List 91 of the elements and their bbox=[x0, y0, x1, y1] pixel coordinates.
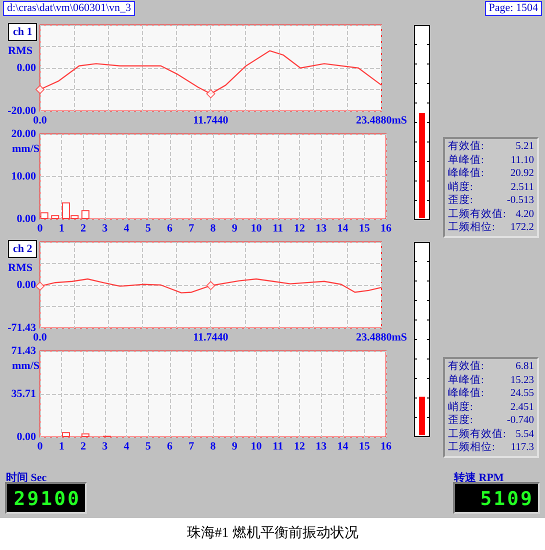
y-tick-label: 0.00 bbox=[16, 431, 36, 443]
x-tick-label: 0 bbox=[37, 222, 44, 234]
y-tick-label: -20.00 bbox=[8, 105, 36, 117]
x-tick-label: 7 bbox=[188, 222, 195, 234]
x-tick-label: 6 bbox=[167, 440, 173, 452]
text: 峰峰值: bbox=[448, 167, 485, 180]
text: -0.740 bbox=[506, 414, 534, 428]
text: 单峰值: bbox=[448, 154, 485, 167]
x-tick-label: 14 bbox=[337, 222, 349, 234]
x-tick-label: 5 bbox=[145, 222, 152, 234]
x-tick-label: 16 bbox=[380, 222, 392, 234]
x-tick-label: 0 bbox=[37, 440, 44, 452]
x-tick-label: 13 bbox=[316, 440, 328, 452]
x-tick-label: 12 bbox=[294, 222, 306, 234]
x-tick-label: 15 bbox=[358, 440, 370, 452]
text: 单峰值: bbox=[448, 374, 485, 387]
y-axis-title: RMS bbox=[8, 262, 32, 274]
text: Page: 1504 bbox=[484, 1, 542, 16]
x-tick-label: 7 bbox=[188, 440, 195, 452]
text: 5109 bbox=[480, 488, 534, 510]
x-tick-label: 1 bbox=[58, 440, 64, 452]
text: 峰峰值: bbox=[448, 387, 485, 400]
x-tick-label: 11.7440 bbox=[193, 114, 229, 126]
x-tick-label: 13 bbox=[316, 222, 328, 234]
text: 4.20 bbox=[514, 208, 534, 221]
y-tick-label: 0.00 bbox=[16, 62, 36, 74]
y-tick-label: 35.71 bbox=[11, 388, 36, 400]
text: 时间 Sec bbox=[6, 470, 47, 485]
text: 15.23 bbox=[509, 374, 534, 387]
x-tick-label: 12 bbox=[294, 440, 306, 452]
text: 峭度: bbox=[448, 180, 474, 194]
text: 峭度: bbox=[448, 400, 474, 414]
y-tick-label: 0.00 bbox=[16, 279, 36, 291]
x-tick-label: 3 bbox=[102, 440, 108, 452]
x-tick-label: 14 bbox=[337, 440, 349, 452]
text: 工频相位: bbox=[448, 221, 496, 234]
x-tick-label: 23.4880mS bbox=[356, 332, 407, 344]
text: 2.511 bbox=[510, 180, 534, 194]
y-tick-label: 20.00 bbox=[11, 128, 36, 140]
x-tick-label: 4 bbox=[124, 222, 130, 234]
text: 6.81 bbox=[514, 360, 534, 374]
x-tick-label: 11 bbox=[272, 222, 284, 234]
text: 11.10 bbox=[510, 154, 534, 167]
x-tick-label: 10 bbox=[250, 222, 262, 234]
y-axis-title: mm/S bbox=[12, 143, 40, 155]
text: 有效值: bbox=[448, 360, 485, 374]
text: ch 1 bbox=[8, 23, 38, 41]
text: 24.55 bbox=[509, 387, 534, 400]
y-axis-title: RMS bbox=[8, 45, 32, 57]
x-tick-label: 11 bbox=[272, 440, 284, 452]
text: 117.3 bbox=[510, 441, 534, 454]
y-tick-label: 10.00 bbox=[11, 170, 36, 182]
text: d:\cras\dat\vm\060301\vn_3 bbox=[3, 1, 136, 16]
text: 珠海#1 燃机平衡前振动状况 bbox=[186, 524, 360, 542]
x-tick-label: 0.0 bbox=[33, 114, 48, 126]
x-tick-label: 2 bbox=[80, 440, 86, 452]
y-tick-label: 71.43 bbox=[11, 345, 36, 357]
x-tick-label: 6 bbox=[167, 222, 173, 234]
text: 工频有效值: bbox=[448, 208, 506, 221]
x-tick-label: 0.0 bbox=[33, 332, 48, 344]
x-tick-label: 1 bbox=[58, 222, 64, 234]
text: 5.54 bbox=[514, 428, 534, 441]
x-tick-label: 3 bbox=[102, 222, 108, 234]
text: 工频有效值: bbox=[448, 428, 506, 441]
text: 5.21 bbox=[514, 140, 534, 154]
text: ch 2 bbox=[8, 240, 38, 258]
text: 有效值: bbox=[448, 140, 485, 154]
text: 歪度: bbox=[448, 414, 474, 428]
x-tick-label: 16 bbox=[380, 440, 392, 452]
x-tick-label: 23.4880mS bbox=[356, 114, 407, 126]
y-tick-label: -71.43 bbox=[8, 322, 36, 334]
y-tick-label: 0.00 bbox=[16, 213, 36, 225]
x-tick-label: 9 bbox=[232, 440, 238, 452]
text: 工频相位: bbox=[448, 441, 496, 454]
x-tick-label: 10 bbox=[250, 440, 262, 452]
text: -0.513 bbox=[506, 194, 534, 208]
y-axis-title: mm/S bbox=[12, 360, 40, 372]
text: 2.451 bbox=[509, 400, 534, 414]
x-tick-label: 8 bbox=[210, 440, 216, 452]
x-tick-label: 4 bbox=[124, 440, 130, 452]
text: 172.2 bbox=[509, 221, 534, 234]
text: 20.92 bbox=[509, 167, 534, 180]
x-tick-label: 15 bbox=[358, 222, 370, 234]
x-tick-label: 11.7440 bbox=[193, 332, 229, 344]
x-tick-label: 9 bbox=[232, 222, 238, 234]
text: 歪度: bbox=[448, 194, 474, 208]
text: 转速 RPM bbox=[454, 470, 504, 485]
x-tick-label: 8 bbox=[210, 222, 216, 234]
x-tick-label: 5 bbox=[145, 440, 152, 452]
text: 29100 bbox=[14, 488, 81, 510]
x-tick-label: 2 bbox=[80, 222, 86, 234]
